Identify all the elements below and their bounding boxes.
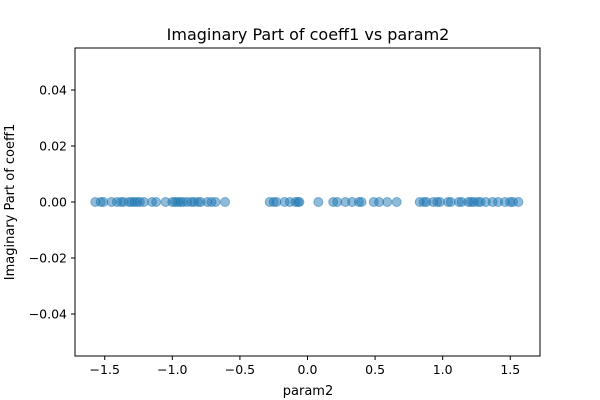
x-axis-ticks: −1.5 −1.0 −0.5 0.0 0.5 1.0 1.5 — [90, 356, 520, 377]
y-tick-label: 0.00 — [39, 195, 67, 210]
data-point — [391, 197, 402, 207]
data-point — [151, 197, 162, 207]
x-tick-label: −1.0 — [157, 362, 187, 377]
x-tick-label: 0.0 — [298, 362, 318, 377]
data-point — [220, 197, 231, 207]
data-point — [382, 197, 393, 207]
y-tick-label: 0.02 — [39, 139, 67, 154]
data-point — [356, 197, 367, 207]
x-tick-label: −1.5 — [90, 362, 120, 377]
data-point — [294, 197, 305, 207]
x-tick-label: 1.5 — [500, 362, 520, 377]
x-axis-label: param2 — [283, 384, 333, 399]
data-point — [313, 197, 324, 207]
points-layer — [90, 197, 524, 207]
x-tick-label: 0.5 — [365, 362, 385, 377]
y-axis-label: Imaginary Part of coeff1 — [3, 124, 18, 281]
chart-title: Imaginary Part of coeff1 vs param2 — [167, 25, 450, 44]
y-tick-label: 0.04 — [39, 83, 67, 98]
x-tick-label: 1.0 — [433, 362, 453, 377]
data-point — [210, 197, 221, 207]
y-tick-label: −0.02 — [29, 251, 67, 266]
data-point — [513, 197, 524, 207]
x-tick-label: −0.5 — [225, 362, 255, 377]
y-axis-ticks: −0.04 −0.02 0.00 0.02 0.04 — [29, 83, 75, 322]
y-tick-label: −0.04 — [29, 307, 67, 322]
